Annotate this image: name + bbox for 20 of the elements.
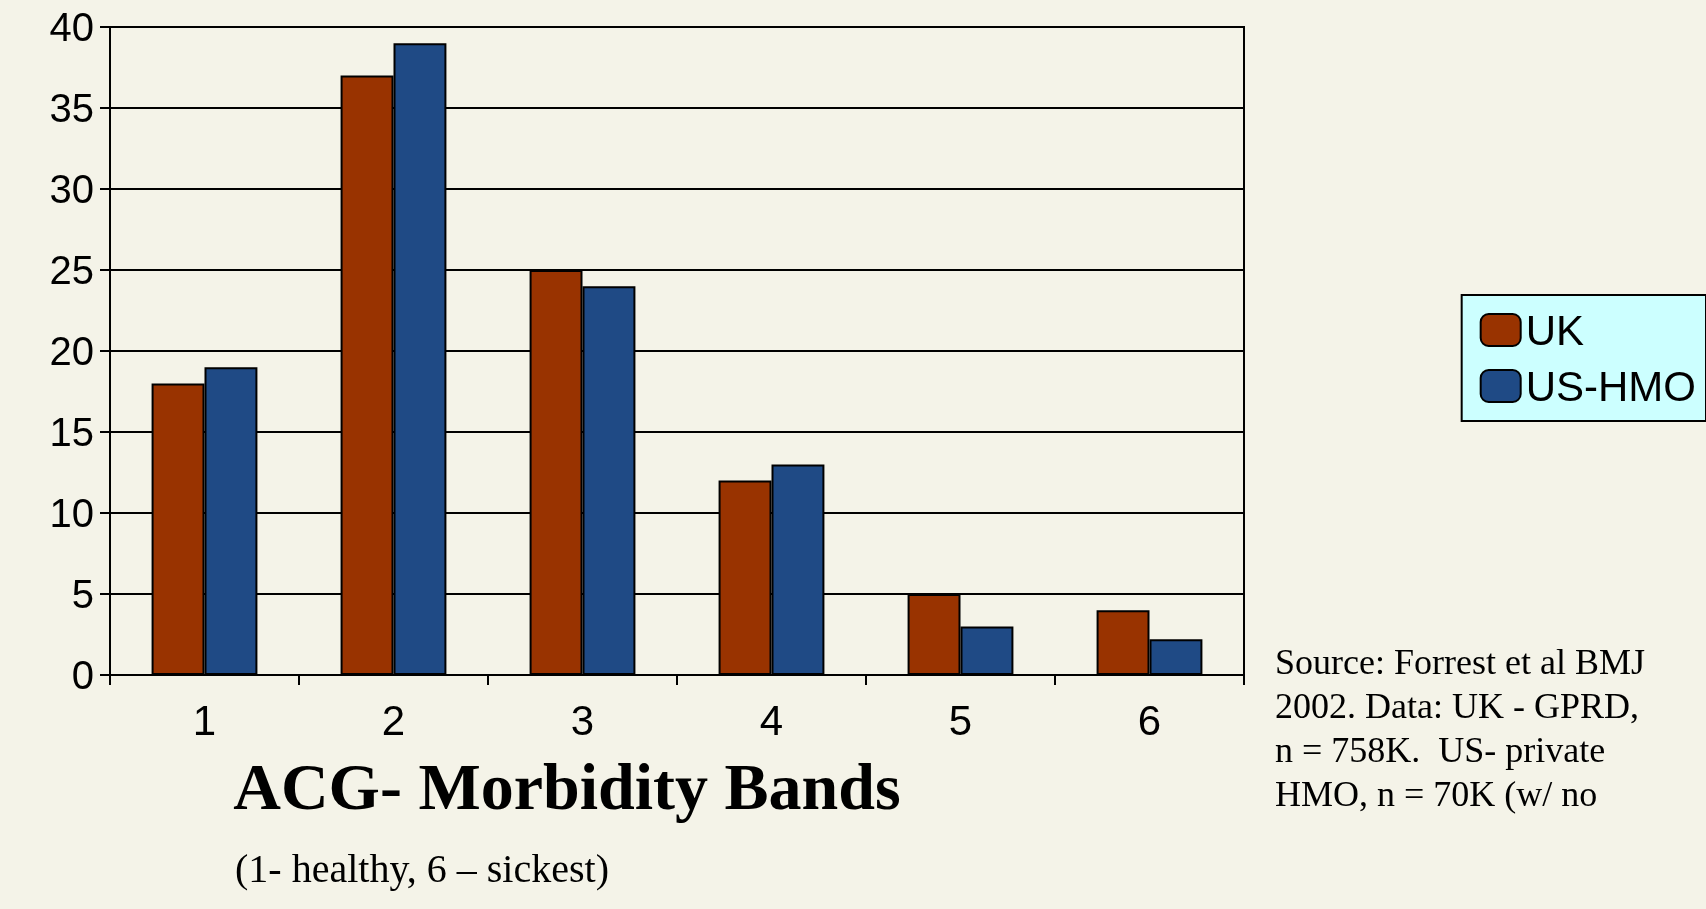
y-tick-label: 5: [71, 572, 94, 616]
y-tick-label: 15: [49, 410, 94, 454]
x-tick-label: 2: [381, 696, 406, 744]
legend-label: US-HMO: [1525, 362, 1697, 410]
x-tick-label: 4: [759, 696, 784, 744]
y-tick-label: 20: [49, 329, 94, 373]
x-tick-label: 5: [948, 696, 973, 744]
y-tick-label: 10: [49, 491, 94, 535]
source-note: Source: Forrest et al BMJ 2002. Data: UK - GPRD, n = 758K. US- private HMO, n = 70K (w/ no: [1275, 642, 1657, 814]
y-tick-label: 25: [49, 248, 94, 292]
x-axis-title: ACG- Morbidity Bands: [233, 749, 901, 823]
y-tick-label: 0: [71, 653, 94, 697]
x-tick-label: 3: [570, 696, 595, 744]
text: (1- healthy, 6 – sickest): [235, 845, 609, 891]
y-tick-label: 30: [49, 167, 94, 211]
x-tick-label: 6: [1137, 696, 1162, 744]
y-tick-label: 40: [49, 5, 94, 49]
x-tick-label: 1: [192, 696, 217, 744]
legend-label: UK: [1525, 306, 1585, 354]
y-tick-label: 35: [49, 86, 94, 130]
